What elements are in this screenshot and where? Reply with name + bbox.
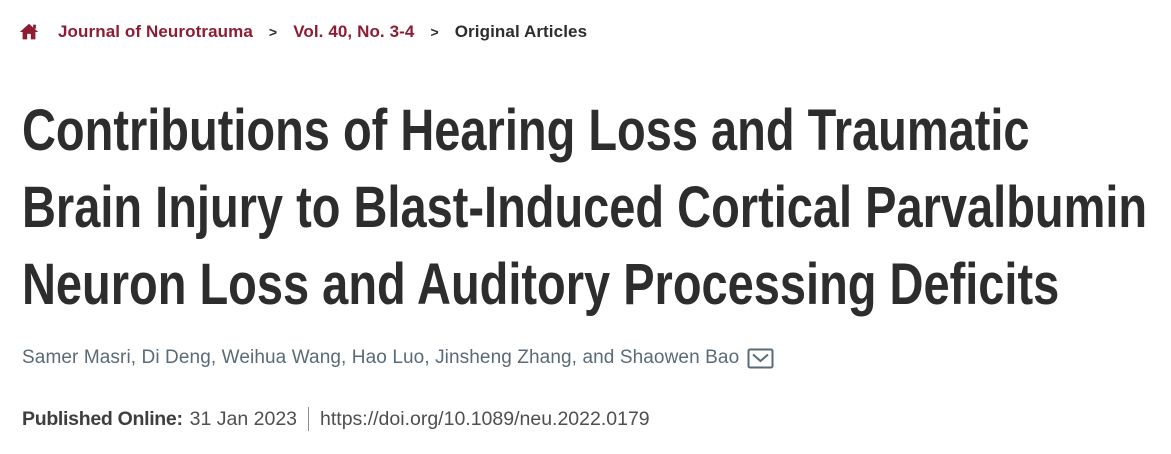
- breadcrumb-volume-link[interactable]: Vol. 40, No. 3-4: [293, 22, 415, 41]
- envelope-icon[interactable]: [747, 348, 774, 369]
- breadcrumb-separator: >: [268, 24, 278, 40]
- published-row: Published Online: 31 Jan 2023 https://do…: [22, 407, 650, 431]
- article-title-line: Brain Injury to Blast-Induced Cortical P…: [22, 175, 1148, 240]
- author-list[interactable]: Samer Masri, Di Deng, Weihua Wang, Hao L…: [22, 347, 740, 368]
- article-title: Contributions of Hearing Loss and Trauma…: [22, 92, 1147, 323]
- breadcrumb-separator: >: [430, 24, 439, 40]
- published-online-label: Published Online:: [22, 407, 183, 430]
- home-icon[interactable]: [18, 21, 40, 43]
- breadcrumb-current-section: Original Articles: [454, 22, 588, 41]
- vertical-divider: [308, 407, 310, 431]
- published-date: 31 Jan 2023: [189, 407, 298, 430]
- article-title-line: Neuron Loss and Auditory Processing Defi…: [22, 252, 1060, 317]
- article-title-line: Contributions of Hearing Loss and Trauma…: [22, 98, 1030, 163]
- breadcrumb: Journal of Neurotrauma > Vol. 40, No. 3-…: [18, 21, 587, 43]
- doi-link[interactable]: https://doi.org/10.1089/neu.2022.0179: [320, 407, 650, 430]
- breadcrumb-journal-link[interactable]: Journal of Neurotrauma: [58, 22, 253, 41]
- authors-row: Samer Masri, Di Deng, Weihua Wang, Hao L…: [22, 347, 774, 369]
